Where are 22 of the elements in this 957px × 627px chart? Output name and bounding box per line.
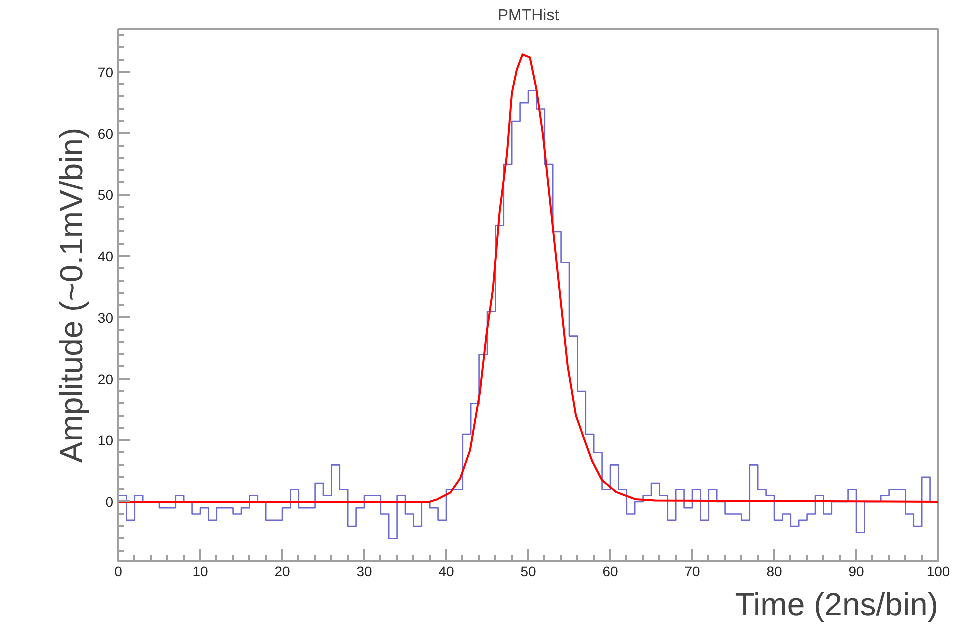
x-tick-label: 30 <box>356 564 372 580</box>
y-tick-label: 30 <box>98 310 114 326</box>
x-tick-label: 50 <box>520 564 536 580</box>
line-series <box>118 54 938 503</box>
y-tick-label: 10 <box>98 432 114 449</box>
x-tick-label: 40 <box>438 564 454 580</box>
chart-title: PMTHist <box>498 8 560 24</box>
y-tick-label: 60 <box>98 126 114 142</box>
y-tick-label: 20 <box>98 371 114 388</box>
y-tick-label: 0 <box>106 494 114 510</box>
y-tick-label: 70 <box>98 64 114 80</box>
y-tick-label: 40 <box>98 248 114 265</box>
x-tick-label: 70 <box>684 564 700 580</box>
x-tick-label: 60 <box>602 564 618 580</box>
y-axis-title: Amplitude (~0.1mV/bin) <box>54 128 90 464</box>
x-tick-label: 100 <box>926 564 950 580</box>
x-tick-label: 80 <box>766 564 782 580</box>
x-tick-label: 10 <box>192 564 208 580</box>
x-tick-label: 20 <box>274 564 290 580</box>
x-tick-label: 90 <box>848 564 864 580</box>
y-tick-label: 50 <box>98 187 114 204</box>
x-axis-title: Time (2ns/bin) <box>735 586 938 622</box>
